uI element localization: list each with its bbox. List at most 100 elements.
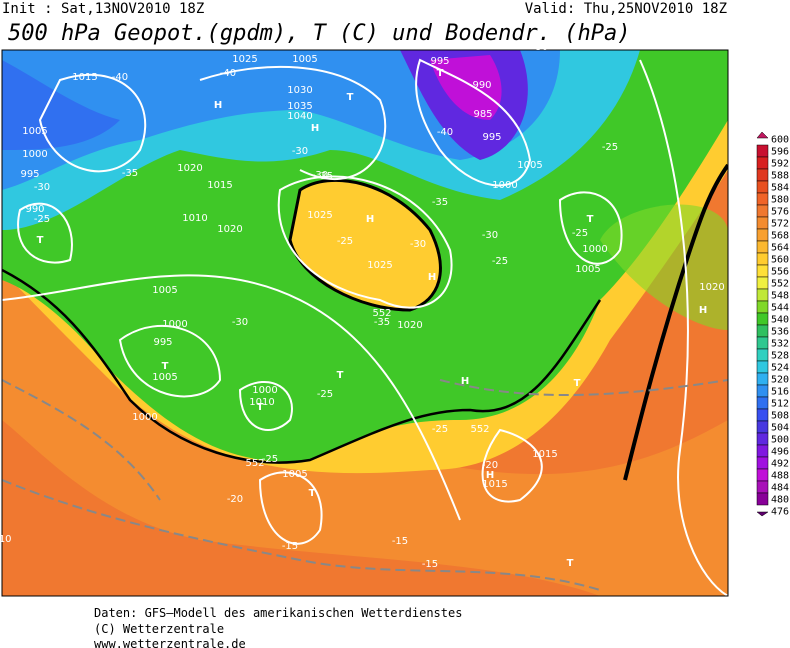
map-label: 995 <box>430 56 449 67</box>
colorbar-swatch <box>756 240 769 254</box>
colorbar-label: 544 <box>771 303 789 314</box>
colorbar-tip <box>756 131 769 139</box>
colorbar-label: 568 <box>771 231 789 242</box>
map-label: -30 <box>410 239 426 250</box>
colorbar-label: 548 <box>771 291 789 302</box>
colorbar-swatch <box>756 480 769 494</box>
map-label: 990 <box>472 80 491 91</box>
colorbar-swatch <box>756 324 769 338</box>
map-label: T <box>587 214 594 225</box>
colorbar-label: 552 <box>771 279 789 290</box>
map-label: 1025 <box>232 54 257 65</box>
colorbar-swatch <box>756 216 769 230</box>
colorbar-swatch <box>756 444 769 458</box>
map-label: -20 <box>227 494 243 505</box>
colorbar-swatch <box>756 468 769 482</box>
map-label: 1030 <box>287 85 312 96</box>
map-label: -40 <box>220 68 236 79</box>
map-label: -25 <box>432 424 448 435</box>
colorbar-swatch <box>756 168 769 182</box>
colorbar-swatch <box>756 180 769 194</box>
colorbar-swatch <box>756 204 769 218</box>
map-label: -35 <box>432 197 448 208</box>
map-label: 1015 <box>482 479 507 490</box>
map-label: T <box>347 92 354 103</box>
colorbar-swatch <box>756 432 769 446</box>
map-label: -30 <box>532 42 548 53</box>
colorbar-swatch <box>756 312 769 326</box>
map-label: -25 <box>317 389 333 400</box>
colorbar-swatch <box>756 384 769 398</box>
map-label: -30 <box>482 230 498 241</box>
map-label: 1000 <box>252 385 277 396</box>
colorbar-label: 564 <box>771 243 789 254</box>
colorbar-label: 580 <box>771 195 789 206</box>
colorbar-label: 576 <box>771 207 789 218</box>
map-label: 1020 <box>217 224 242 235</box>
map-label: 552 <box>245 458 264 469</box>
map-label: 1005 <box>575 264 600 275</box>
colorbar-label: 560 <box>771 255 789 266</box>
map-label: 1005 <box>292 54 317 65</box>
colorbar-label: 484 <box>771 483 789 494</box>
map-label: T <box>37 235 44 246</box>
map-label: 995 <box>482 132 501 143</box>
colorbar-swatch <box>756 192 769 206</box>
map-label: H <box>311 123 319 134</box>
map-label: -40 <box>437 127 453 138</box>
colorbar-label: 584 <box>771 183 789 194</box>
map-label: -25 <box>492 256 508 267</box>
footer-line: www.wetterzentrale.de <box>94 637 246 648</box>
footer-line: (C) Wetterzentrale <box>94 622 224 636</box>
map-label: 1005 <box>22 126 47 137</box>
map-label: T <box>437 68 444 79</box>
map-label: T <box>337 370 344 381</box>
map-label: -35 <box>122 168 138 179</box>
colorbar-swatch <box>756 276 769 290</box>
colorbar-label: 496 <box>771 447 789 458</box>
map-label: 990 <box>25 204 44 215</box>
colorbar-label: 592 <box>771 159 789 170</box>
map-label: H <box>214 100 222 111</box>
colorbar-swatch <box>756 348 769 362</box>
colorbar-label: 480 <box>771 495 789 506</box>
map-label: 985 <box>473 109 492 120</box>
colorbar-label: 532 <box>771 339 789 350</box>
colorbar-swatch <box>756 408 769 422</box>
map-label: 995 <box>153 337 172 348</box>
footer-line: Daten: GFS—Modell des amerikanischen Wet… <box>94 606 462 620</box>
map-label: 1000 <box>162 319 187 330</box>
colorbar-swatch <box>756 456 769 470</box>
map-label: T <box>162 361 169 372</box>
colorbar-swatch <box>756 396 769 410</box>
colorbar-label: 488 <box>771 471 789 482</box>
map-label: 1000 <box>132 412 157 423</box>
map-label: 995 <box>20 169 39 180</box>
map-label: T <box>309 488 316 499</box>
map-label: -40 <box>112 72 128 83</box>
colorbar: 6005965925885845805765725685645605565525… <box>756 131 789 518</box>
colorbar-swatch <box>756 144 769 158</box>
map-label: 1010 <box>249 397 274 408</box>
map-label: -35 <box>374 317 390 328</box>
colorbar-label: 536 <box>771 327 789 338</box>
colorbar-tip <box>756 511 769 517</box>
map-label: H <box>428 272 436 283</box>
map-label: -15 <box>392 536 408 547</box>
colorbar-label: 600 <box>771 135 789 146</box>
colorbar-label: 572 <box>771 219 789 230</box>
colorbar-label: 520 <box>771 375 789 386</box>
map-label: 1000 <box>492 180 517 191</box>
colorbar-swatch <box>756 228 769 242</box>
map-label: 1015 <box>207 180 232 191</box>
map-label: 1005 <box>152 285 177 296</box>
map-label: 1005 <box>152 372 177 383</box>
map-label: T <box>574 378 581 389</box>
map-label: 1025 <box>307 210 332 221</box>
map-label: -25 <box>262 454 278 465</box>
map-label: T <box>257 402 264 413</box>
colorbar-label: 500 <box>771 435 789 446</box>
map-label: 1020 <box>397 320 422 331</box>
map-label: H <box>699 305 707 316</box>
map <box>1 49 729 597</box>
